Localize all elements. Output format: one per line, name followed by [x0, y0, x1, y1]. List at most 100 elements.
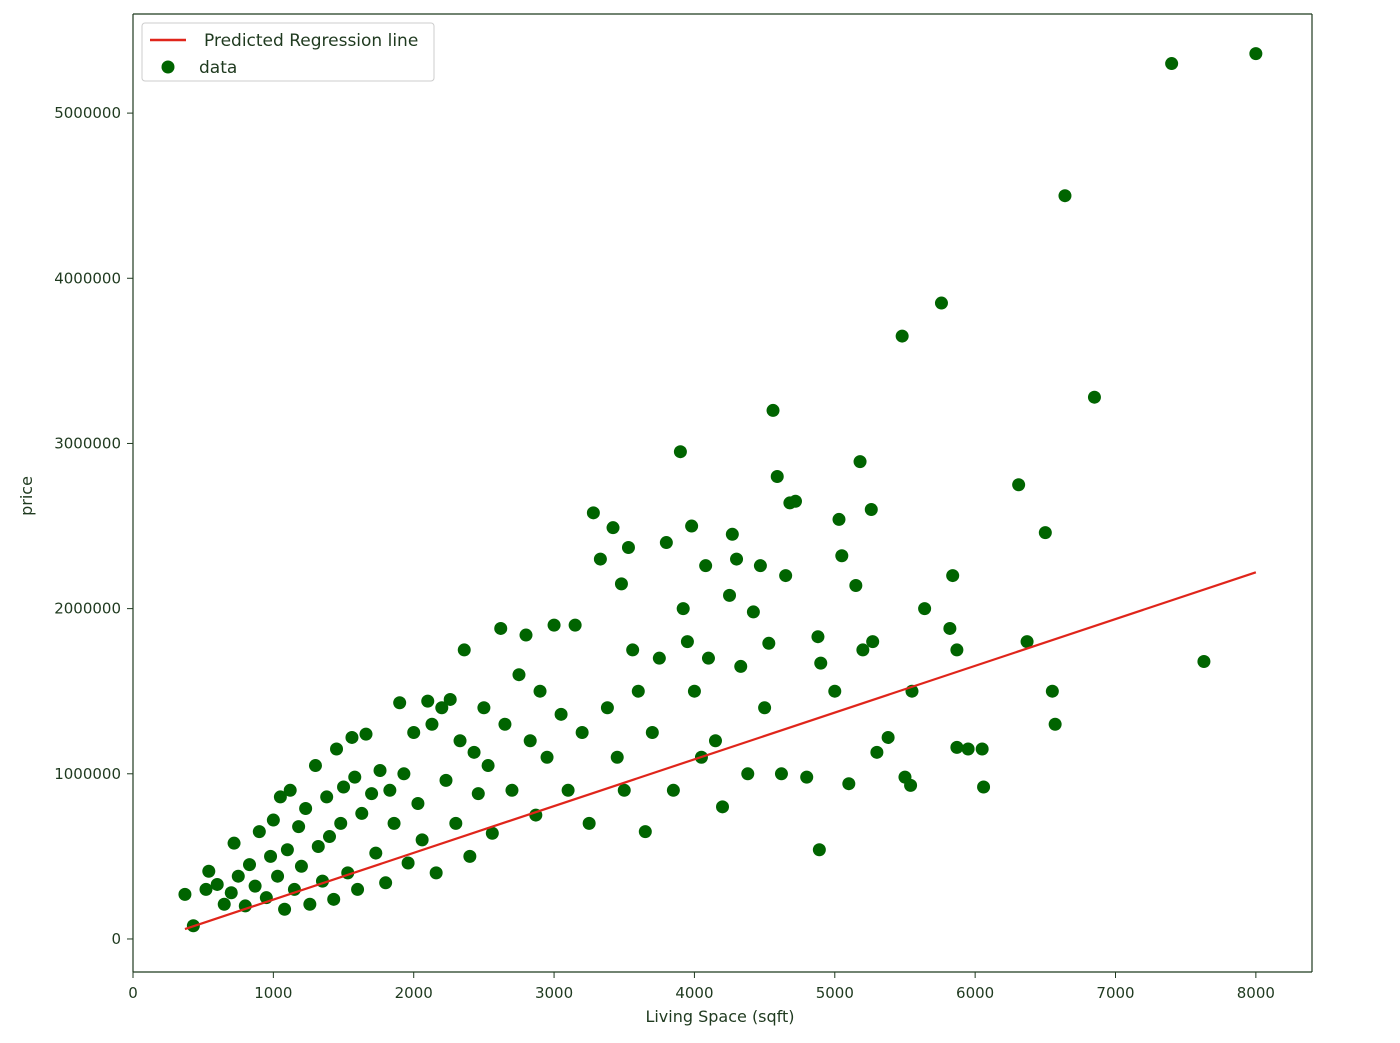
data-point [407, 726, 421, 739]
data-point [387, 816, 401, 830]
data-point [369, 846, 383, 860]
data-point [621, 541, 635, 555]
data-point [723, 588, 737, 602]
data-point [864, 503, 878, 517]
legend-label-regression: Predicted Regression line [204, 31, 418, 51]
y-axis-label: price [17, 476, 36, 516]
data-point [429, 866, 443, 880]
x-tick-label: 5000 [816, 984, 854, 1002]
data-points [178, 47, 1263, 933]
data-point [1249, 47, 1263, 61]
data-point [443, 692, 457, 706]
data-point [680, 635, 694, 649]
data-point [379, 876, 393, 890]
data-point [273, 790, 287, 804]
data-point [753, 559, 767, 573]
data-point [554, 707, 568, 721]
data-point [800, 770, 814, 784]
x-tick-label: 2000 [395, 984, 433, 1002]
data-point [481, 759, 495, 773]
regression-line-group [184, 571, 1257, 931]
data-point [977, 780, 991, 794]
data-point [673, 445, 687, 459]
data-point [687, 684, 701, 698]
data-point [676, 602, 690, 616]
data-point [1045, 684, 1059, 698]
data-point [227, 836, 241, 850]
data-point [617, 783, 631, 797]
legend: Predicted Regression line data [141, 22, 435, 82]
data-point [626, 643, 640, 657]
data-point [210, 877, 224, 891]
data-point [202, 864, 216, 878]
legend-label-data: data [199, 58, 237, 78]
data-point [393, 696, 407, 710]
data-point [961, 742, 975, 756]
data-point [652, 651, 666, 665]
data-point [299, 801, 313, 815]
data-point [533, 684, 547, 698]
data-point [746, 605, 760, 619]
data-point [730, 552, 744, 566]
data-point [904, 778, 918, 792]
data-point [561, 783, 575, 797]
data-point [519, 628, 533, 642]
data-point [415, 833, 429, 847]
y-tick-label: 1000000 [54, 765, 121, 783]
data-point [1197, 654, 1211, 668]
data-point [505, 783, 519, 797]
data-point [934, 296, 948, 310]
data-point [308, 759, 322, 773]
data-point [849, 578, 863, 592]
data-point [359, 727, 373, 741]
data-point [701, 651, 715, 665]
data-point [593, 552, 607, 566]
data-point [725, 527, 739, 541]
data-point [435, 701, 449, 715]
data-point [498, 717, 512, 731]
data-point [467, 745, 481, 759]
data-point [271, 869, 285, 883]
data-point [950, 740, 964, 754]
plot-axes: 0 1000 2000 3000 4000 5000 6000 7000 8000 0 100000… [54, 13, 1313, 1002]
data-point [774, 767, 788, 781]
data-point [294, 859, 308, 873]
data-point [708, 734, 722, 748]
data-point [217, 897, 231, 911]
data-point [278, 902, 292, 916]
data-point [540, 750, 554, 764]
data-point [975, 742, 989, 756]
data-point [383, 783, 397, 797]
data-point [365, 787, 379, 801]
data-point [320, 790, 334, 804]
y-tick-label: 4000000 [54, 269, 121, 287]
data-point [199, 882, 213, 896]
data-point [811, 630, 825, 644]
data-point [645, 726, 659, 739]
data-point [943, 621, 957, 635]
data-point [425, 717, 439, 731]
data-point [355, 806, 369, 820]
data-point [1165, 57, 1179, 71]
data-point [716, 800, 729, 814]
data-point [856, 643, 870, 657]
data-point [485, 826, 499, 840]
data-point [766, 403, 780, 417]
y-tick-label: 2000000 [54, 600, 121, 618]
data-point [330, 742, 344, 756]
y-tick-label: 0 [111, 930, 121, 948]
x-tick-label: 8000 [1237, 984, 1275, 1002]
data-point [477, 701, 491, 715]
data-point [600, 701, 614, 715]
data-point [449, 816, 463, 830]
data-point [283, 783, 297, 797]
y-tick-label: 3000000 [54, 434, 121, 452]
data-point [334, 816, 348, 830]
data-point [758, 701, 772, 715]
data-point [248, 879, 262, 893]
data-point [606, 521, 620, 535]
data-point [512, 668, 526, 682]
data-point [666, 783, 680, 797]
data-point [770, 469, 784, 483]
